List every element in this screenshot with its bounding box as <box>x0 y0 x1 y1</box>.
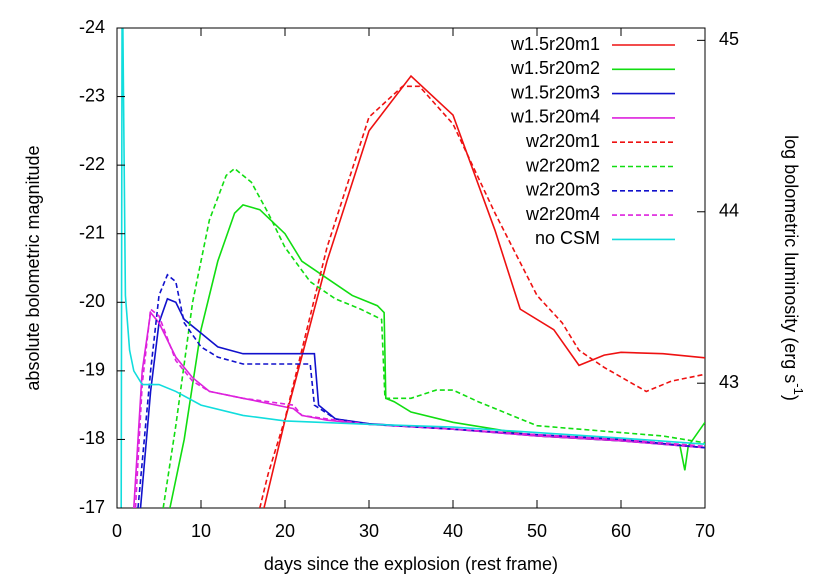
series-line <box>263 74 705 508</box>
x-tick-label: 50 <box>527 521 547 541</box>
y-tick-label: -22 <box>79 154 105 174</box>
legend-label: w2r20m1 <box>525 131 600 151</box>
plot-frame <box>116 27 706 509</box>
x-tick-label: 30 <box>359 521 379 541</box>
lines <box>120 28 705 508</box>
x-tick-label: 70 <box>695 521 715 541</box>
x-axis-label: days since the explosion (rest frame) <box>264 554 558 574</box>
legend-label: w2r20m2 <box>525 155 600 175</box>
legend-label: w2r20m3 <box>525 180 600 200</box>
x-tick-label: 40 <box>443 521 463 541</box>
y2-label-sup: -1 <box>791 383 806 395</box>
series-line <box>120 28 705 508</box>
y-axis-label: absolute bolometric magnitude <box>23 145 43 390</box>
series-line <box>139 297 705 508</box>
y-tick-label: -19 <box>79 360 105 380</box>
legend-label: w1.5r20m3 <box>510 82 600 102</box>
series-line <box>137 273 705 508</box>
x-tick-label: 20 <box>275 521 295 541</box>
y2-axis-label: log bolometric luminosity (erg s-1) <box>781 135 805 401</box>
y-tick-label: -17 <box>79 497 105 517</box>
legend-label: w1.5r20m1 <box>510 34 600 54</box>
series-line <box>169 204 705 508</box>
y-tick-label: -21 <box>79 222 105 242</box>
legend-label: w2r20m4 <box>525 204 600 224</box>
y2-label-text: log bolometric luminosity (erg s <box>781 135 801 383</box>
x-tick-label: 10 <box>191 521 211 541</box>
legend-label: no CSM <box>535 228 600 248</box>
x-tick-label: 60 <box>611 521 631 541</box>
y-tick-label: -18 <box>79 428 105 448</box>
y2-tick-label: 44 <box>719 201 739 221</box>
y2-tick-label: 45 <box>719 29 739 49</box>
series-line <box>259 85 705 508</box>
y-tick-label: -23 <box>79 85 105 105</box>
legend-label: w1.5r20m2 <box>510 58 600 78</box>
x-tick-label: 0 <box>112 521 122 541</box>
series-line <box>134 307 705 508</box>
y-tick-label: -20 <box>79 291 105 311</box>
legend-label: w1.5r20m4 <box>510 107 600 127</box>
y2-label-end: ) <box>781 395 801 401</box>
y-tick-label: -24 <box>79 17 105 37</box>
y2-tick-label: 43 <box>719 372 739 392</box>
series-line <box>162 167 705 508</box>
